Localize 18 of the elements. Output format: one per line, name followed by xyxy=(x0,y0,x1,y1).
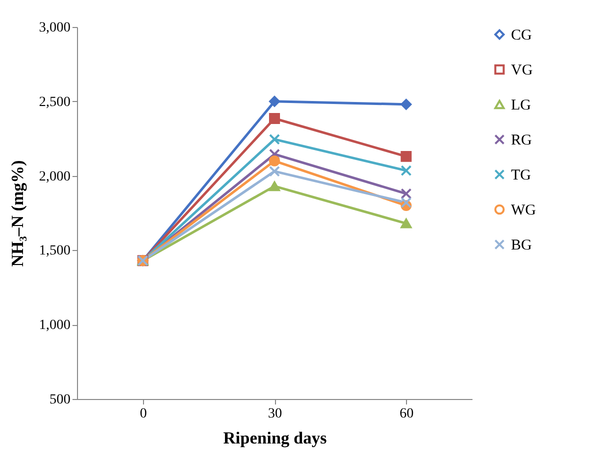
y-tick-label: 1,500 xyxy=(39,244,70,259)
x-tick-label: 60 xyxy=(400,406,414,422)
y-tick-label: 2,500 xyxy=(39,94,70,110)
x-axis-title: Ripening days xyxy=(223,428,328,448)
y-tick-label: 1,000 xyxy=(39,318,70,334)
y-tick-label: 500 xyxy=(50,392,70,408)
y-axis-title: NH₃–N (mg%) xyxy=(8,160,27,267)
y-tick-label: 3,000 xyxy=(39,20,70,36)
legend-label: CG xyxy=(511,28,532,44)
legend-label: VG xyxy=(511,62,533,78)
y-tick-label: 2,000 xyxy=(39,169,70,184)
x-tick-label: 30 xyxy=(268,406,282,422)
legend-label: LG xyxy=(511,98,532,114)
x-tick-label: 0 xyxy=(140,406,147,422)
legend-label: RG xyxy=(511,132,532,148)
legend-label: TG xyxy=(511,168,532,184)
legend-label: BG xyxy=(511,238,532,254)
legend-label: WG xyxy=(511,202,536,218)
